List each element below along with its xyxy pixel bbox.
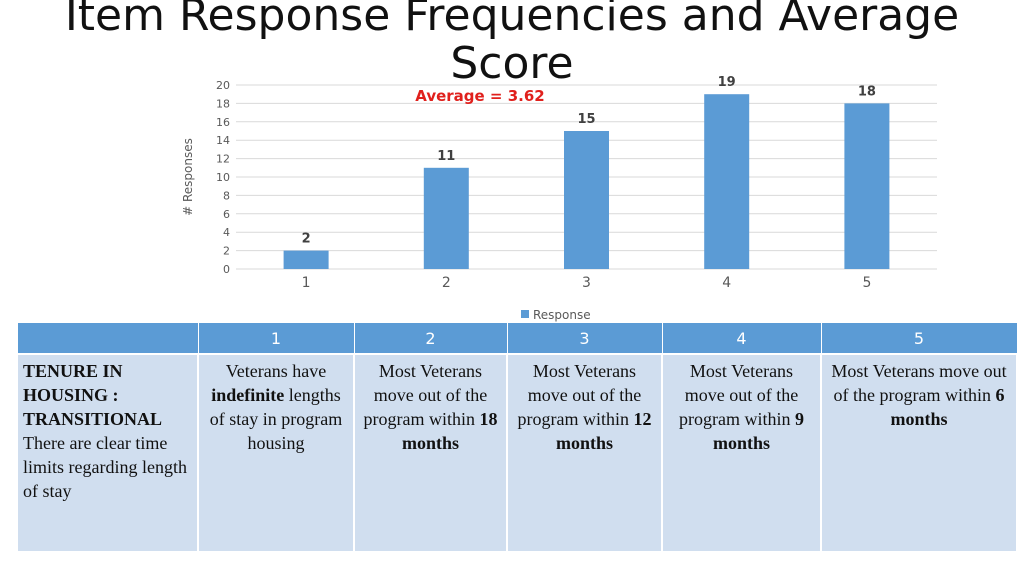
cell-bold-text: 6 months: [890, 385, 1005, 429]
header-cell: 2: [353, 322, 508, 355]
header-cell: 5: [820, 322, 1018, 355]
data-label: 18: [858, 84, 876, 99]
legend-swatch: [521, 310, 529, 318]
x-tick-label: 2: [442, 275, 451, 291]
y-tick-label: 14: [216, 134, 230, 147]
table-row: TENURE IN HOUSING : TRANSITIONAL There a…: [16, 353, 1018, 553]
data-label: 11: [437, 149, 455, 164]
bar: [423, 167, 469, 269]
y-tick-label: 0: [223, 263, 230, 276]
row-label-cell: TENURE IN HOUSING : TRANSITIONAL There a…: [16, 353, 199, 553]
y-tick-label: 6: [223, 208, 230, 221]
page-title: Item Response Frequencies and Average Sc…: [64, 0, 960, 89]
rubric-table: 1 2 3 4 5 TENURE IN HOUSING : TRANSITION…: [16, 322, 1018, 553]
cell-text: Most Veterans move out of the program wi…: [679, 361, 799, 429]
row-label-title: TENURE IN HOUSING : TRANSITIONAL: [23, 361, 163, 429]
response-cell-4: Most Veterans move out of the program wi…: [661, 353, 822, 553]
cell-text: Veterans have: [225, 361, 327, 381]
header-cell: 3: [506, 322, 663, 355]
average-annotation: Average = 3.62: [415, 87, 544, 105]
y-tick-label: 20: [216, 79, 230, 92]
y-tick-label: 4: [223, 226, 230, 239]
header-cell: 1: [197, 322, 355, 355]
response-cell-5: Most Veterans move out of the program wi…: [820, 353, 1018, 553]
data-label: 15: [577, 112, 595, 127]
table-header-row: 1 2 3 4 5: [16, 322, 1018, 355]
cell-text: lengths of stay in program housing: [209, 385, 343, 453]
response-cell-1: Veterans have indefinite lengths of stay…: [197, 353, 355, 553]
cell-bold-text: 9 months: [712, 409, 804, 453]
y-tick-label: 16: [216, 116, 230, 129]
y-tick-label: 2: [223, 245, 230, 258]
cell-text: Most Veterans move out of the program wi…: [363, 361, 488, 429]
header-cell: [16, 322, 199, 355]
x-tick-label: 5: [862, 275, 871, 291]
cell-text: Most Veterans move out of the program wi…: [831, 361, 1007, 405]
legend-label: Response: [533, 308, 591, 322]
bar: [564, 131, 609, 269]
x-tick-label: 3: [582, 275, 591, 291]
x-tick-label: 1: [302, 275, 311, 291]
x-tick-label: 4: [722, 275, 731, 291]
data-label: 2: [302, 232, 311, 247]
cell-bold-text: 18 months: [401, 409, 498, 453]
header-cell: 4: [661, 322, 822, 355]
y-axis-label: # Responses: [181, 138, 195, 216]
response-cell-2: Most Veterans move out of the program wi…: [353, 353, 508, 553]
bar: [704, 94, 750, 269]
response-cell-3: Most Veterans move out of the program wi…: [506, 353, 663, 553]
cell-bold-text: 12 months: [555, 409, 652, 453]
cell-text: Most Veterans move out of the program wi…: [517, 361, 642, 429]
y-tick-label: 18: [216, 97, 230, 110]
y-tick-label: 12: [216, 153, 230, 166]
row-label-text: There are clear time limits regarding le…: [23, 433, 187, 501]
data-label: 19: [718, 75, 736, 90]
cell-bold-text: indefinite: [211, 385, 285, 405]
bar: [844, 103, 890, 270]
bar: [283, 250, 329, 269]
y-tick-label: 8: [223, 189, 230, 202]
y-tick-label: 10: [216, 171, 230, 184]
